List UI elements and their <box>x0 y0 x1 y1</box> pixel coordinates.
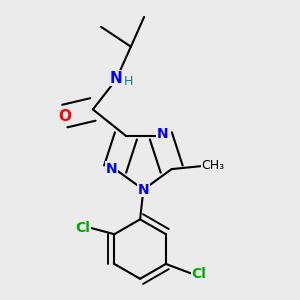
Text: N: N <box>138 183 149 196</box>
Text: N: N <box>106 162 118 176</box>
Text: N: N <box>110 70 122 86</box>
Text: O: O <box>58 109 71 124</box>
Text: N: N <box>157 127 168 141</box>
Text: Cl: Cl <box>76 220 90 235</box>
Text: Cl: Cl <box>191 267 206 281</box>
Text: CH₃: CH₃ <box>201 159 224 172</box>
Text: H: H <box>124 75 133 88</box>
